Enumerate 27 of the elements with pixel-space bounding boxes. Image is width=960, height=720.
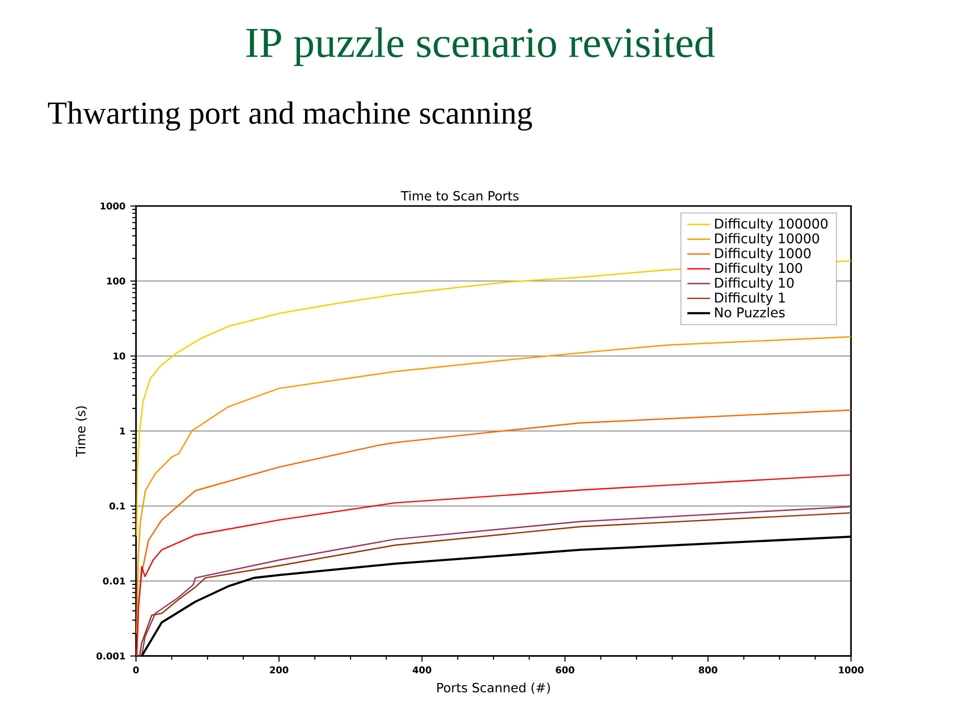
x-tick-label: 800: [698, 666, 718, 674]
y-tick-label: 0.01: [103, 577, 125, 585]
chart-title: IP puzzle scenario revisited: [246, 27, 715, 66]
y-tick-label: 1: [120, 428, 125, 434]
legend-label: Difficulty 1: [715, 292, 785, 306]
line-series: [136, 474, 851, 656]
line-series: [136, 336, 851, 634]
legend-label: No Puzzles: [715, 307, 785, 318]
y-tick-label: 0.1: [110, 502, 125, 510]
y-tick-label: 0.001: [96, 652, 125, 660]
y-tick-label: 1000: [100, 202, 126, 210]
y-axis-title: Time (s): [76, 406, 87, 457]
y-tick-label: 10: [114, 352, 126, 360]
legend-label: Difficulty 100000: [715, 218, 828, 232]
y-tick-label: 100: [107, 277, 126, 285]
x-tick-label: 0: [133, 666, 139, 674]
legend-label: Difficulty 1000: [715, 248, 811, 261]
x-tick-label: 600: [556, 666, 574, 674]
legend-label: Difficulty 10000: [715, 233, 820, 246]
legend-label: Difficulty 100: [715, 262, 802, 276]
text: Time to Scan Ports: [400, 190, 519, 201]
x-tick-label: 400: [412, 666, 432, 674]
chart-subtitle: Thwarting port and machine scanning: [48, 101, 532, 131]
x-tick-label: 1000: [839, 666, 864, 674]
x-tick-label: 200: [270, 666, 288, 674]
legend-label: Difficulty 10: [715, 278, 794, 290]
x-axis-title: Ports Scanned (#): [437, 682, 550, 694]
